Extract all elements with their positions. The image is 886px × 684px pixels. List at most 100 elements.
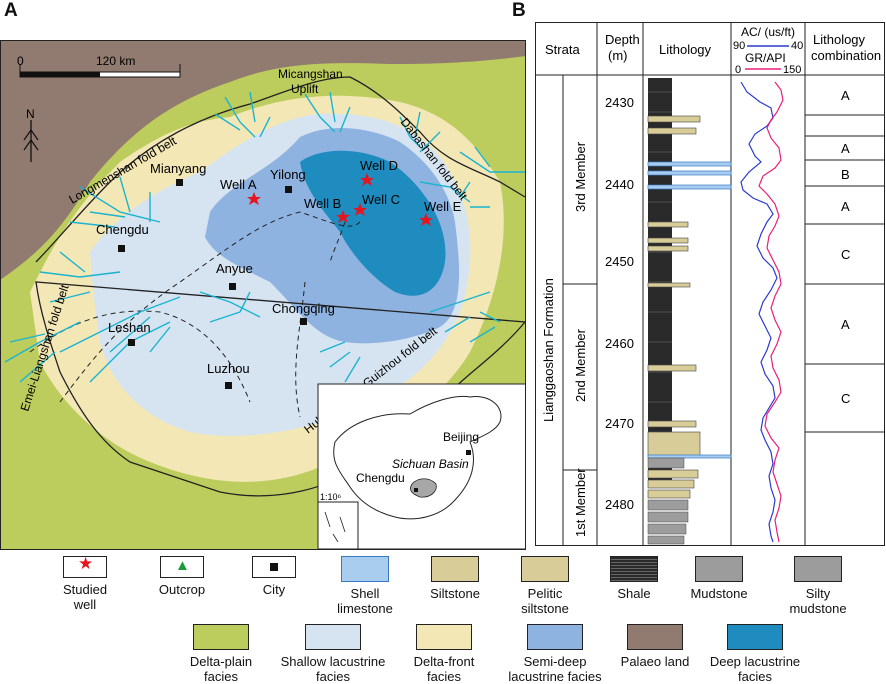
inset-ratio-label: 1:10⁶ xyxy=(320,492,342,502)
header-strata: Strata xyxy=(545,42,580,57)
inset-chengdu-label: Chengdu xyxy=(356,471,405,485)
well-b-star-icon xyxy=(336,210,350,223)
legend-outcrop: ▲ Outcrop xyxy=(152,556,212,597)
legend-star-icon: ★ xyxy=(63,555,107,578)
city-label-anyue: Anyue xyxy=(216,261,253,276)
well-label-e: Well E xyxy=(424,199,462,214)
legend-delta-front-swatch xyxy=(416,624,472,650)
scale-distance-label: 120 km xyxy=(96,54,135,68)
formation-label: Lianggaoshan Formation xyxy=(541,278,556,422)
member-label-3rd: 3rd Member xyxy=(573,141,588,212)
sichuan-basin-shape xyxy=(410,478,437,498)
legend-delta-front: Delta-front facies xyxy=(399,624,489,684)
depth-tick-label: 2440 xyxy=(605,177,634,192)
combo-dividers xyxy=(805,114,885,433)
legend-semi-deep: Semi-deep lacustrine facies xyxy=(500,624,610,684)
inset-beijing-label: Beijing xyxy=(443,430,479,444)
north-arrow-icon xyxy=(23,120,39,162)
legend-mudstone-swatch xyxy=(695,556,743,582)
well-e-star-icon xyxy=(419,213,433,226)
header-ac-max: 40 xyxy=(791,40,803,52)
region-micangshan-line1: Micangshan xyxy=(278,67,343,81)
river-network xyxy=(4,91,525,383)
legend-studied-well-label: Studied well xyxy=(62,582,108,612)
legend-pelitic-siltstone-swatch xyxy=(521,556,569,582)
panel-b-letter: B xyxy=(512,0,526,21)
legend-triangle-icon: ▲ xyxy=(160,556,204,578)
lithology-column xyxy=(647,78,732,545)
legend-square-icon xyxy=(252,556,296,578)
scale-bar xyxy=(19,64,181,78)
depth-tick-label: 2450 xyxy=(605,254,634,269)
header-ac: AC/ (us/ft) xyxy=(741,25,795,39)
scale-zero-label: 0 xyxy=(17,54,24,68)
legend-palaeo-label: Palaeo land xyxy=(620,654,690,669)
legend-semi-deep-swatch xyxy=(527,624,583,650)
map-frame xyxy=(0,40,526,550)
legend-studied-well: ★ Studied well xyxy=(55,555,115,612)
beijing-marker xyxy=(466,450,471,455)
well-a-star-icon xyxy=(247,192,261,205)
well-log-panel: Strata Depth (m) Lithology AC/ (us/ft) 9… xyxy=(535,22,885,546)
header-combo-line1: Lithology xyxy=(813,32,866,47)
combo-label: C xyxy=(841,391,850,406)
header-combo-line2: combination xyxy=(811,48,881,63)
panel-a-letter: A xyxy=(4,0,18,21)
city-marker-luzhou xyxy=(225,382,232,389)
legend-pelitic-siltstone: Pelitic siltstone xyxy=(510,556,580,616)
legend-silty-mudstone-swatch xyxy=(794,556,842,582)
city-marker-yilong xyxy=(285,186,292,193)
inset-basin-label: Sichuan Basin xyxy=(392,457,469,471)
legend-silty-mudstone: Silty mudstone xyxy=(778,556,858,616)
legend-deep: Deep lacustrine facies xyxy=(700,624,810,684)
legend-siltstone-swatch xyxy=(431,556,479,582)
china-outline xyxy=(333,395,502,520)
depth-axis: 2430 2440 2450 2460 2470 2480 xyxy=(605,95,634,512)
legend-pelitic-siltstone-label: Pelitic siltstone xyxy=(521,586,569,616)
city-label-chongqing: Chongqing xyxy=(272,301,335,316)
facies-map: 0 120 km N Micangshan Uplift Longmenshan… xyxy=(0,40,526,550)
city-marker-anyue xyxy=(229,283,236,290)
combo-label: A xyxy=(841,88,850,103)
legend-deep-swatch xyxy=(727,624,783,650)
header-gr: GR/API xyxy=(745,51,786,65)
city-label-yilong: Yilong xyxy=(270,167,306,182)
gr-log-curve xyxy=(758,81,784,543)
member-label-1st: 1st Member xyxy=(573,468,588,537)
ac-log-curve xyxy=(740,81,778,543)
legend-shell-limestone-label: Shell limestone xyxy=(337,586,393,616)
header-ac-min: 90 xyxy=(733,40,745,52)
combo-label: A xyxy=(841,199,850,214)
inset-chengdu-marker xyxy=(414,488,418,492)
legend-shallow-lacustrine: Shallow lacustrine facies xyxy=(278,624,388,684)
legend-delta-plain: Delta-plain facies xyxy=(176,624,266,684)
legend-shale-label: Shale xyxy=(617,586,651,601)
region-micangshan-line2: Uplift xyxy=(291,82,319,96)
city-label-leshan: Leshan xyxy=(108,320,151,335)
legend-palaeo-land: Palaeo land xyxy=(620,624,690,669)
combo-label: A xyxy=(841,317,850,332)
mudstone-beds xyxy=(647,457,689,545)
depth-tick-label: 2460 xyxy=(605,336,634,351)
combo-label: B xyxy=(841,167,850,182)
siltstone-beds xyxy=(647,115,701,499)
depth-tick-label: 2430 xyxy=(605,95,634,110)
well-c-star-icon xyxy=(353,203,367,216)
header-gr-max: 150 xyxy=(783,64,801,76)
well-d-star-icon xyxy=(360,173,374,186)
combo-label: A xyxy=(841,141,850,156)
deep-lacustrine-area xyxy=(300,150,446,296)
legend-shell-limestone-swatch xyxy=(341,556,389,582)
facies-boundary-dashed xyxy=(29,211,361,418)
depth-tick-label: 2470 xyxy=(605,416,634,431)
city-label-luzhou: Luzhou xyxy=(207,361,250,376)
legend-shell-limestone: Shell limestone xyxy=(330,556,400,616)
well-markers xyxy=(247,173,433,226)
legend-siltstone-label: Siltstone xyxy=(430,586,480,601)
well-label-a: Well A xyxy=(220,177,257,192)
header-depth: Depth xyxy=(605,32,640,47)
header-lithology: Lithology xyxy=(659,42,712,57)
legend-shale: Shale xyxy=(604,556,664,601)
shell-limestone-beds xyxy=(647,161,732,459)
header-depth-unit: (m) xyxy=(608,48,628,63)
